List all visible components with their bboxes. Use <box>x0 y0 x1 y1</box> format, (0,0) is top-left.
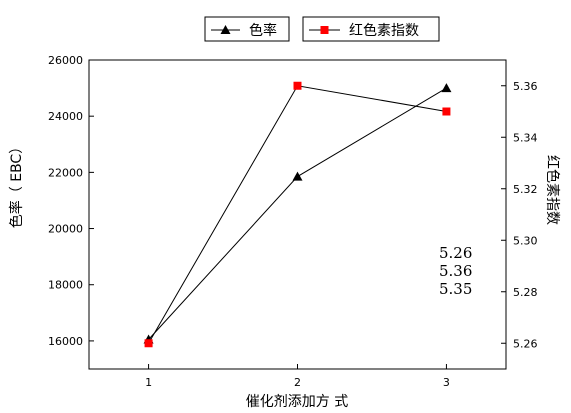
left-tick-label: 16000 <box>48 335 83 348</box>
legend: 色率 红色素指数 <box>204 16 440 42</box>
right-y-axis-label: 红色素指数 <box>544 155 561 225</box>
series-2-point <box>293 81 302 90</box>
annotation-value-1: 5.26 <box>439 244 472 262</box>
series-2-point <box>442 107 451 116</box>
left-tick-label: 22000 <box>48 166 83 179</box>
right-y-axis: 5.26 5.28 5.30 5.32 5.34 5.36 <box>501 80 538 350</box>
left-tick-label: 26000 <box>48 54 83 67</box>
x-axis: 1 2 3 <box>145 364 450 389</box>
x-tick-label: 1 <box>145 376 152 389</box>
left-y-axis-label: 色率（ EBC） <box>8 140 25 228</box>
left-tick-label: 20000 <box>48 223 83 236</box>
x-tick-label: 2 <box>294 376 301 389</box>
series-1-point <box>441 83 452 93</box>
series-line-1 <box>148 87 447 340</box>
legend-marker-square <box>320 26 329 34</box>
right-tick-label: 5.32 <box>513 183 538 196</box>
x-tick-label: 3 <box>443 376 450 389</box>
series-line-2 <box>148 85 447 344</box>
right-tick-label: 5.36 <box>513 80 538 93</box>
right-tick-label: 5.26 <box>513 337 538 350</box>
series-layer <box>143 81 452 348</box>
left-tick-label: 18000 <box>48 279 83 292</box>
right-tick-label: 5.30 <box>513 234 538 247</box>
legend-marker-triangle <box>220 25 231 34</box>
series-2-point <box>144 339 153 348</box>
right-tick-label: 5.28 <box>513 286 538 299</box>
series-1-point <box>292 171 303 181</box>
left-tick-label: 24000 <box>48 110 83 123</box>
right-tick-label: 5.34 <box>513 131 538 144</box>
annotation-value-2: 5.36 <box>439 262 472 280</box>
left-y-axis: 16000 18000 20000 22000 24000 26000 <box>48 54 94 348</box>
legend-label-series-1: 色率 <box>249 22 277 39</box>
legend-label-series-2: 红色素指数 <box>349 22 419 39</box>
legend-box-series-1 <box>204 16 290 42</box>
plot-frame <box>88 59 507 370</box>
annotation-value-3: 5.35 <box>439 280 472 298</box>
x-axis-label: 催化剂添加方 式 <box>246 394 348 410</box>
